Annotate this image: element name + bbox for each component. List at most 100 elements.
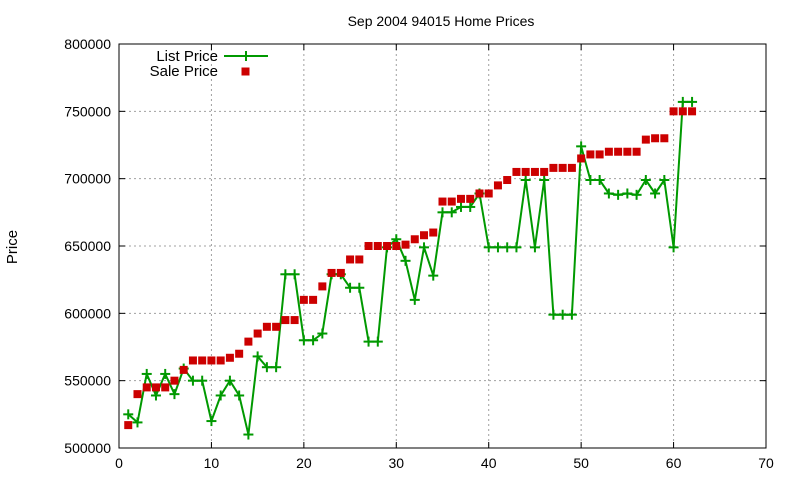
y-tick-label: 550000 [64, 373, 111, 389]
point-sale-price [355, 255, 364, 264]
legend-marker-list-price [241, 51, 251, 61]
point-list-price [603, 188, 614, 199]
point-sale-price [540, 167, 549, 176]
point-sale-price [336, 268, 345, 277]
point-sale-price [623, 147, 632, 156]
point-list-price [428, 270, 439, 281]
point-list-price [123, 409, 134, 420]
point-sale-price [669, 107, 678, 116]
point-list-price [668, 242, 679, 253]
point-list-price [650, 188, 661, 199]
y-axis-label: Price [4, 230, 21, 264]
point-list-price [677, 96, 688, 107]
grid [119, 44, 766, 448]
point-sale-price [641, 135, 650, 144]
point-sale-price [521, 167, 530, 176]
point-list-price [298, 335, 309, 346]
y-tick-label: 650000 [64, 238, 111, 254]
point-sale-price [475, 189, 484, 198]
point-sale-price [161, 383, 170, 392]
x-tick-label: 50 [573, 455, 589, 471]
point-sale-price [225, 353, 234, 362]
point-list-price [492, 242, 503, 253]
point-list-price [483, 242, 494, 253]
point-list-price [446, 207, 457, 218]
point-sale-price [530, 167, 539, 176]
point-list-price [252, 351, 263, 362]
point-sale-price [346, 255, 355, 264]
point-list-price [197, 375, 208, 386]
point-sale-price [558, 163, 567, 172]
point-sale-price [567, 163, 576, 172]
point-list-price [465, 201, 476, 212]
point-list-price [631, 189, 642, 200]
point-sale-price [420, 231, 429, 240]
point-sale-price [124, 421, 133, 430]
point-list-price [576, 141, 587, 152]
point-list-price [539, 175, 550, 186]
point-list-price [455, 201, 466, 212]
point-list-price [132, 417, 143, 428]
y-tick-label: 500000 [64, 440, 111, 456]
point-list-price [502, 242, 513, 253]
point-list-price [520, 175, 531, 186]
x-tick-label: 40 [481, 455, 497, 471]
point-sale-price [188, 356, 197, 365]
point-sale-price [244, 337, 253, 346]
point-sale-price [401, 240, 410, 249]
point-list-price [187, 375, 198, 386]
axis-ticks: 0 10 20 30 40 50 60 70 500000 550000 600000 650000 7… [64, 36, 774, 471]
point-list-price [419, 242, 430, 253]
point-list-price [372, 336, 383, 347]
point-list-price [308, 335, 319, 346]
x-tick-label: 60 [666, 455, 682, 471]
point-list-price [511, 242, 522, 253]
point-sale-price [466, 194, 475, 203]
point-sale-price [651, 134, 660, 143]
y-tick-label: 800000 [64, 36, 111, 52]
point-sale-price [364, 242, 373, 250]
point-sale-price [503, 176, 512, 185]
point-sale-price [133, 390, 142, 399]
point-list-price [529, 242, 540, 253]
point-sale-price [309, 295, 318, 304]
point-sale-price [586, 150, 595, 159]
point-sale-price [253, 329, 262, 338]
point-list-price [160, 368, 171, 379]
point-list-price [354, 282, 365, 293]
point-sale-price [577, 154, 586, 163]
y-tick-label: 750000 [64, 103, 111, 119]
point-list-price [243, 429, 254, 440]
point-sale-price [299, 295, 308, 304]
point-sale-price [198, 356, 207, 365]
point-sale-price [632, 147, 641, 156]
point-list-price [169, 389, 180, 400]
point-list-price [224, 375, 235, 386]
point-list-price [261, 362, 272, 373]
point-list-price [409, 294, 420, 305]
point-list-price [557, 309, 568, 320]
point-sale-price [262, 322, 271, 331]
point-sale-price [549, 163, 558, 172]
point-sale-price [614, 147, 623, 156]
point-sale-price [235, 349, 244, 358]
point-list-price [640, 175, 651, 186]
point-list-price [585, 175, 596, 186]
point-sale-price [410, 235, 419, 244]
point-sale-price [493, 181, 502, 190]
point-sale-price [678, 107, 687, 116]
point-list-price [206, 416, 217, 427]
point-list-price [687, 96, 698, 107]
point-list-price [289, 269, 300, 280]
point-list-price [400, 255, 411, 266]
point-list-price [363, 336, 374, 347]
x-tick-label: 20 [296, 455, 312, 471]
point-sale-price [207, 356, 216, 365]
point-sale-price [327, 268, 336, 277]
point-list-price [613, 189, 624, 200]
point-sale-price [272, 322, 281, 331]
legend-label-sale-price: Sale Price [150, 63, 218, 80]
series-sale-price [124, 107, 697, 430]
point-list-price [317, 328, 328, 339]
point-sale-price [170, 376, 179, 385]
